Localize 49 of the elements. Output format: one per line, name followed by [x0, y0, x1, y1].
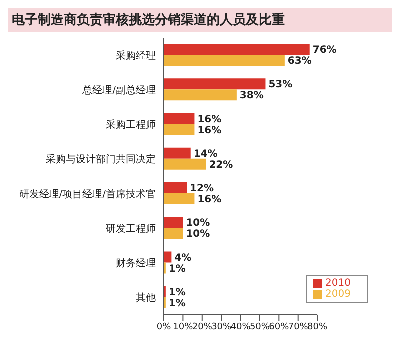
bar: [164, 113, 195, 124]
bar: [164, 158, 206, 170]
x-tick-label: 10%: [173, 322, 194, 332]
data-label: 1%: [168, 287, 186, 298]
y-tick-label: 采购工程师: [106, 119, 156, 132]
x-tick-label: 30%: [212, 322, 232, 332]
bar: [164, 78, 266, 90]
y-tick-label: 研发工程师: [106, 224, 156, 235]
legend-label: 2010: [326, 278, 351, 289]
y-tick-label: 研发经理/项目经理/首席技术官: [19, 188, 156, 200]
data-label: 63%: [288, 56, 312, 67]
y-tick-label: 总经理/副总经理: [82, 84, 156, 96]
data-label: 53%: [268, 80, 293, 91]
data-label: 14%: [194, 148, 218, 160]
y-tick-label: 采购与设计部门共同决定: [46, 154, 156, 166]
data-label: 76%: [312, 45, 337, 56]
x-tick-label: 80%: [308, 322, 328, 332]
x-tick-label: 0%: [156, 322, 172, 332]
bar: [164, 217, 184, 228]
bar: [164, 55, 285, 66]
data-label: 10%: [186, 229, 210, 240]
data-label: 12%: [190, 184, 214, 194]
bar: [164, 194, 195, 204]
chart-title: 电子制造商负责审核挑选分销渠道的人员及比重: [8, 8, 392, 32]
data-label: 1%: [168, 264, 186, 275]
data-label: 10%: [186, 218, 210, 230]
bar: [164, 252, 172, 263]
data-label: 16%: [198, 125, 222, 136]
bar: [164, 148, 191, 159]
x-tick-label: 60%: [269, 322, 290, 332]
y-tick-label: 财务经理: [116, 258, 156, 270]
data-label: 38%: [240, 90, 264, 102]
y-tick-label: 采购经理: [116, 50, 156, 62]
bar: [164, 44, 310, 55]
x-tick-label: 20%: [192, 322, 213, 332]
data-label: 22%: [209, 160, 234, 171]
data-label: 1%: [168, 298, 186, 310]
x-tick-label: 40%: [230, 322, 252, 332]
bar: [164, 182, 188, 194]
legend-label: 2009: [326, 289, 351, 300]
bar: [164, 228, 184, 240]
bar: [164, 124, 195, 136]
data-label: 4%: [174, 252, 192, 264]
data-label: 16%: [198, 114, 222, 126]
x-tick-label: 50%: [250, 322, 270, 332]
x-tick-label: 70%: [288, 322, 309, 332]
y-tick-label: 其他: [136, 292, 156, 304]
bar: [164, 90, 237, 101]
data-label: 16%: [198, 194, 222, 206]
